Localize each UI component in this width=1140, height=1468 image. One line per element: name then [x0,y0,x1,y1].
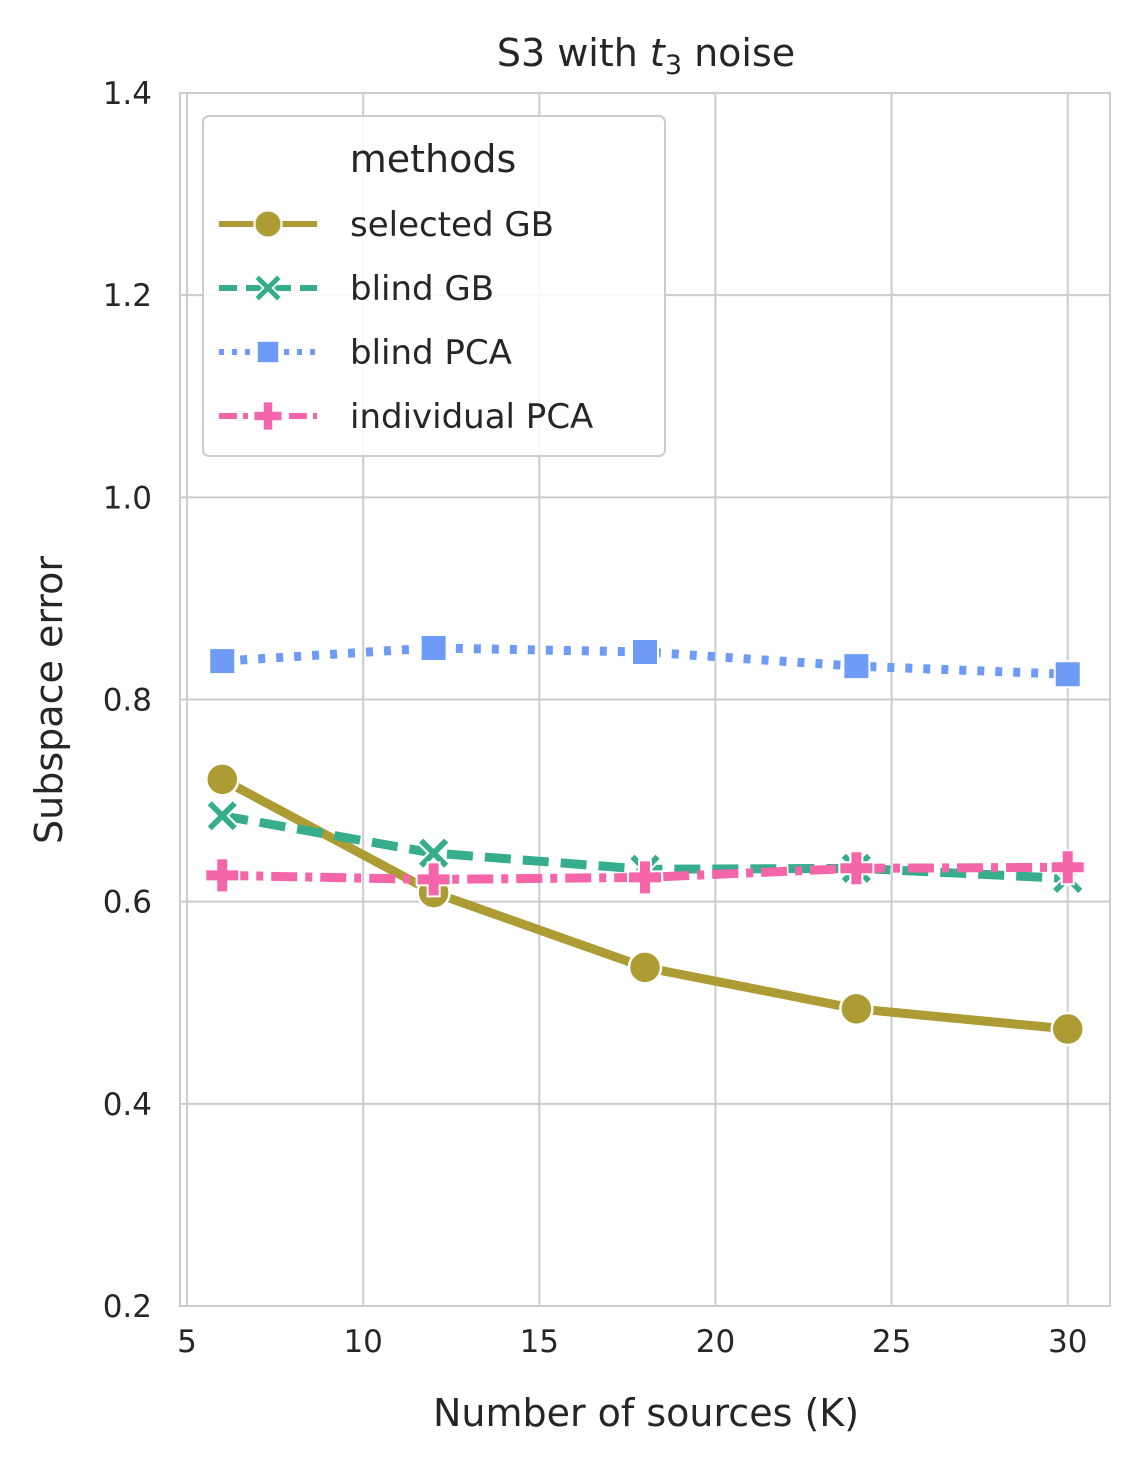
y-tick-label: 1.2 [103,278,152,314]
legend-item-blind-pca: blind PCA [219,333,512,373]
legend-marker [253,273,283,303]
y-tick-label: 0.6 [103,885,152,921]
data-point [839,991,874,1027]
data-point [419,633,448,662]
y-tick-label: 0.8 [103,683,152,719]
data-point [1049,849,1086,886]
plot-frame [179,92,1111,1307]
data-point [631,637,659,666]
data-point [1050,1011,1085,1047]
series-blind-pca [208,633,1082,689]
x-tick-label: 25 [872,1324,911,1360]
x-tick-label: 5 [177,1324,197,1360]
data-point [415,861,452,898]
y-tick-label: 0.4 [103,1087,152,1123]
data-point [204,798,240,834]
data-point [208,647,237,676]
legend: methods selected GB blind GB blind PCA indi… [202,115,666,457]
legend-item-blind-gb: blind GB [219,269,494,309]
data-point [838,850,875,887]
x-tick-label: 30 [1048,1324,1087,1360]
series-layer [204,633,1086,1047]
data-point [627,950,663,985]
data-point [627,859,663,896]
legend-marker [256,340,280,364]
legend-label: blind GB [350,269,494,309]
x-tick-label: 15 [520,1324,559,1360]
chart-title: S3 with t3 noise [497,31,795,81]
data-point [1053,660,1082,689]
legend-label: individual PCA [350,397,593,437]
series-line [221,643,1068,679]
legend-label: blind PCA [350,333,512,373]
legend-marker [252,400,284,432]
legend-title: methods [350,137,517,181]
legend-marker [253,209,283,239]
data-point [842,652,871,681]
data-point [205,762,240,797]
series-individual-pca [204,849,1086,898]
legend-item-selected-gb: selected GB [219,205,554,245]
series-line [222,862,1068,884]
y-tick-label: 1.4 [103,76,152,112]
x-tick-label: 10 [343,1324,382,1360]
y-tick-label: 1.0 [103,480,152,516]
y-axis-label: Subspace error [27,556,71,844]
legend-label: selected GB [350,205,554,245]
y-tick-label: 0.2 [103,1289,152,1325]
data-point [416,835,452,871]
legend-items: selected GB blind GB blind PCA individual P… [219,205,593,437]
x-axis-label: Number of sources (K) [433,1391,859,1435]
legend-item-individual-pca: individual PCA [219,397,593,437]
legend-box [202,115,666,457]
x-tick-label: 20 [696,1324,735,1360]
data-point [204,857,241,894]
tick-labels: 5 10 15 20 25 30 0.2 0.4 0.6 0.8 1.0 1.2 1.4 [103,76,1088,1360]
